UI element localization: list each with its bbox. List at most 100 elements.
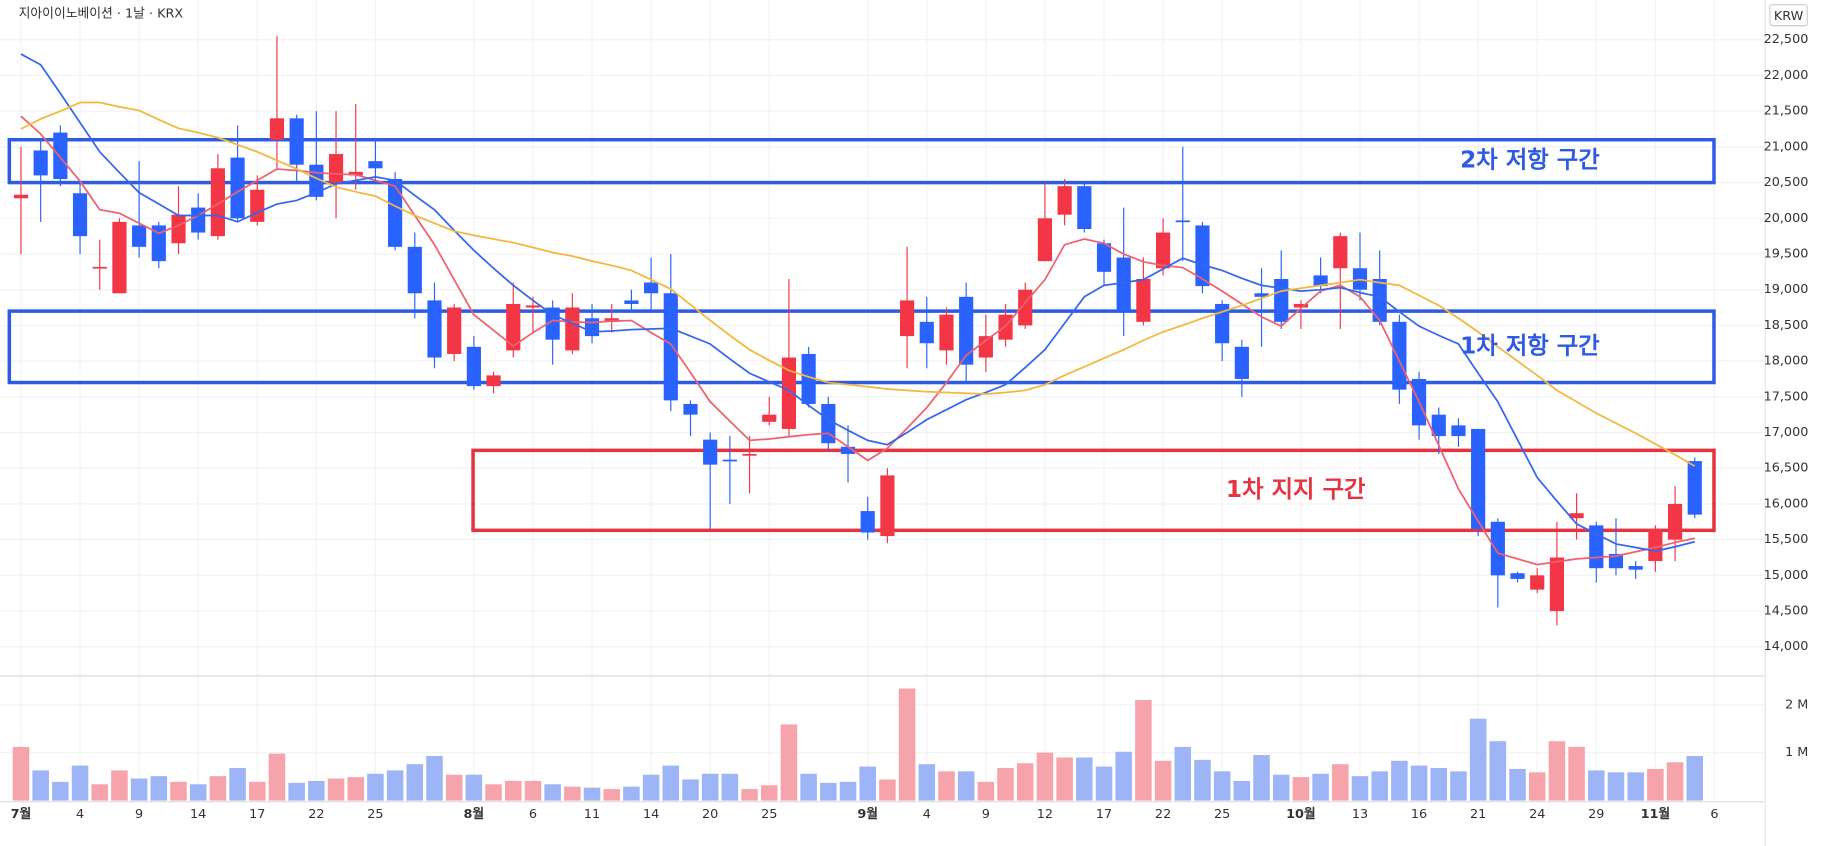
candle-body	[1313, 275, 1328, 287]
volume-bar	[1312, 773, 1329, 801]
candle-body	[880, 475, 895, 537]
x-tick-label: 10월	[1286, 806, 1316, 822]
candle-body	[1490, 521, 1505, 576]
x-tick-label: 6	[1710, 807, 1718, 822]
volume-bar	[1548, 741, 1566, 801]
y-tick-label: 20,500	[1764, 175, 1809, 190]
candle-body	[1667, 503, 1683, 540]
volume-bar	[1391, 760, 1408, 801]
volume-bar	[1154, 760, 1172, 801]
candle-body	[1155, 232, 1171, 269]
x-tick-label: 4	[923, 807, 931, 822]
candle-body	[250, 189, 265, 222]
x-tick-label: 24	[1529, 807, 1545, 822]
candle-body	[565, 307, 580, 351]
candle-body	[722, 459, 737, 462]
volume-bar	[12, 746, 30, 801]
candle-body	[407, 246, 422, 294]
candle-body	[1530, 575, 1545, 590]
candle-body	[1037, 218, 1053, 262]
volume-bar	[839, 781, 857, 801]
volume-bar	[485, 784, 502, 801]
candle-body	[1175, 220, 1190, 223]
y-tick-label: 16,500	[1764, 461, 1809, 476]
candle-body	[1392, 321, 1407, 390]
volume-bar	[367, 773, 384, 801]
volume-bar	[1450, 771, 1467, 801]
candle-body	[1569, 513, 1584, 519]
volume-bar	[544, 784, 561, 801]
x-tick-label: 13	[1352, 807, 1368, 822]
y-tick-label: 19,000	[1764, 282, 1809, 297]
y-tick-label: 18,500	[1764, 318, 1809, 333]
currency: KRW	[1774, 9, 1804, 24]
zone-box	[7, 137, 1716, 185]
candle-body	[269, 118, 285, 140]
volume-bar	[1233, 780, 1251, 801]
candle-body	[1096, 243, 1112, 272]
volume-bar	[820, 782, 837, 801]
volume-bar	[1371, 771, 1388, 801]
volume-bar	[406, 764, 424, 801]
volume-bar	[760, 785, 778, 801]
candle-body	[1136, 278, 1151, 322]
x-tick-label: 11월	[1641, 806, 1671, 822]
y-tick-label: 15,000	[1764, 568, 1809, 583]
candle-body	[112, 221, 127, 294]
x-tick-label: 22	[308, 807, 324, 822]
candle-body	[644, 282, 659, 294]
ma-line	[20, 53, 1695, 552]
y-tick-label: 1 M	[1785, 745, 1808, 760]
candle-body	[506, 303, 521, 351]
volume-bar	[150, 776, 168, 801]
candle-body	[53, 132, 68, 180]
volume-bar	[642, 774, 660, 801]
volume-bar	[1135, 700, 1152, 801]
candle-body	[210, 168, 225, 237]
volume-bar	[859, 766, 876, 801]
candle-body	[1254, 293, 1269, 297]
x-tick-label: 14	[643, 807, 659, 822]
volume-bar	[189, 784, 207, 801]
x-tick-label: 6	[529, 807, 537, 822]
x-tick-label: 29	[1588, 807, 1604, 822]
volume-bar	[91, 784, 109, 801]
zone-label: 2차 저항 구간	[1460, 147, 1600, 174]
candle-body	[1451, 425, 1466, 437]
candle-body	[1628, 566, 1643, 570]
volume-bar	[347, 777, 364, 801]
volume-bar	[898, 688, 916, 801]
candle-body	[624, 300, 639, 304]
y-tick-label: 18,000	[1764, 354, 1809, 369]
candle-body	[33, 150, 48, 176]
candle-body	[919, 321, 934, 344]
volume-bar	[741, 789, 758, 801]
candle-body	[72, 193, 88, 237]
x-tick-label: 9	[982, 807, 990, 822]
x-tick-label: 7월	[11, 806, 32, 822]
volume-bar	[111, 770, 128, 801]
volume-bar	[1213, 771, 1231, 801]
candle-body	[132, 225, 147, 247]
candle-body	[466, 346, 481, 387]
candle-body	[860, 511, 875, 533]
y-tick-label: 16,000	[1764, 496, 1809, 511]
x-tick-label: 17	[1096, 807, 1112, 822]
volume-bar	[918, 764, 936, 801]
y-tick-label: 21,500	[1764, 104, 1809, 119]
candle-body	[939, 314, 954, 351]
candle-body	[191, 207, 206, 233]
y-tick-label: 2 M	[1785, 697, 1808, 712]
candle-body	[840, 446, 856, 454]
volume-bar	[564, 786, 581, 801]
candle-body	[1431, 414, 1446, 437]
volume-bar	[1627, 772, 1644, 801]
volume-bar	[130, 778, 148, 801]
y-tick-label: 21,000	[1764, 139, 1809, 154]
volume-bar	[1016, 763, 1034, 801]
volume-bar	[445, 774, 463, 801]
volume-bar	[170, 781, 187, 801]
x-tick-label: 21	[1470, 807, 1486, 822]
volume-bar	[288, 782, 305, 801]
volume-bar	[1469, 718, 1487, 801]
